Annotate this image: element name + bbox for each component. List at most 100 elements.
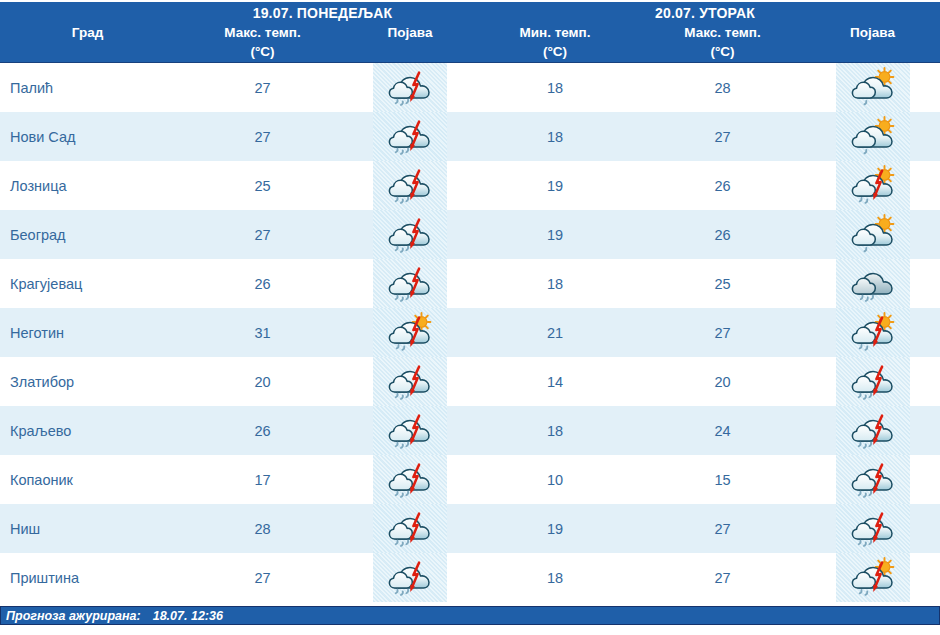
city-column-spacer: [0, 4, 175, 23]
day2-max-temp: 26: [640, 227, 805, 243]
day1-max-temp: 28: [175, 521, 350, 537]
storm-rain-icon: [850, 360, 896, 403]
storm-rain-icon: [387, 458, 433, 501]
column-header-day1-max: Макс. темп. (°C): [175, 23, 350, 61]
table-row: Палић271828: [0, 63, 940, 112]
sun-cloud-drizzle-icon: [850, 66, 896, 109]
day1-weather-cell: [350, 210, 470, 259]
update-time: 18.07. 12:36: [153, 609, 223, 623]
storm-rain-icon: [387, 360, 433, 403]
city-name: Златибор: [0, 374, 175, 390]
weather-icon-box: [836, 357, 910, 406]
city-name: Крагујевац: [0, 276, 175, 292]
raindrops-part: [396, 100, 408, 105]
day2-min-temp: 21: [470, 325, 640, 341]
day1-weather-cell: [350, 161, 470, 210]
day2-max-temp: 28: [640, 80, 805, 96]
weather-forecast-table: 19.07. ПОНЕДЕЉАК 20.07. УТОРАК Град Макс…: [0, 2, 940, 635]
storm-rain-icon: [387, 262, 433, 305]
city-name: Нови Сад: [0, 129, 175, 145]
column-header-day1-appearance: Појава: [350, 23, 470, 61]
raindrops-part: [859, 590, 867, 595]
storm-rain-icon: [387, 556, 433, 599]
sun-storm-rain-icon: [387, 311, 433, 354]
day2-max-temp: 15: [640, 472, 805, 488]
city-name: Београд: [0, 227, 175, 243]
day1-weather-cell: [350, 553, 470, 602]
storm-rain-icon: [387, 213, 433, 256]
day2-min-temp: 18: [470, 570, 640, 586]
day2-min-temp: 14: [470, 374, 640, 390]
weather-icon-box: [836, 63, 910, 112]
raindrops-part: [396, 492, 408, 497]
table-header: 19.07. ПОНЕДЕЉАК 20.07. УТОРАК Град Макс…: [0, 2, 940, 63]
raindrops-part: [396, 541, 408, 546]
day1-max-temp: 25: [175, 178, 350, 194]
day1-max-temp: 27: [175, 80, 350, 96]
day2-min-temp: 10: [470, 472, 640, 488]
table-row: Ниш28 1927: [0, 504, 940, 553]
day2-weather-cell: [805, 161, 940, 210]
raindrops-part: [864, 150, 866, 153]
storm-rain-icon: [387, 507, 433, 550]
raindrops-part: [396, 296, 408, 301]
day1-weather-cell: [350, 406, 470, 455]
raindrops-part: [864, 101, 866, 104]
day1-weather-cell: [350, 259, 470, 308]
sun-storm-rain-icon: [850, 311, 896, 354]
city-name: Палић: [0, 80, 175, 96]
day2-max-temp: 27: [640, 129, 805, 145]
weather-icon-box: [373, 308, 447, 357]
day2-max-temp: 27: [640, 325, 805, 341]
day1-weather-cell: [350, 504, 470, 553]
table-row: Неготин312127: [0, 308, 940, 357]
table-row: Нови Сад271827: [0, 112, 940, 161]
column-header-day2-max: Макс. темп. (°C): [640, 23, 805, 61]
day2-weather-cell: [805, 504, 940, 553]
raindrops-part: [858, 541, 870, 546]
table-row: Лозница251926: [0, 161, 940, 210]
cloud-rain-icon: [850, 262, 896, 305]
weather-icon-box: [836, 406, 910, 455]
weather-icon-box: [836, 112, 910, 161]
raindrops-part: [396, 149, 408, 154]
day2-weather-cell: [805, 63, 940, 112]
day2-weather-cell: [805, 112, 940, 161]
city-name: Неготин: [0, 325, 175, 341]
storm-rain-icon: [387, 164, 433, 207]
day1-weather-cell: [350, 308, 470, 357]
city-name: Приштина: [0, 570, 175, 586]
day2-min-temp: 18: [470, 129, 640, 145]
city-name: Ниш: [0, 521, 175, 537]
sun-storm-rain-icon: [850, 556, 896, 599]
table-row: Београд271926: [0, 210, 940, 259]
day1-max-temp: 26: [175, 423, 350, 439]
day1-max-temp: 26: [175, 276, 350, 292]
day2-weather-cell: [805, 455, 940, 504]
day2-weather-cell: [805, 210, 940, 259]
day2-min-temp: 19: [470, 521, 640, 537]
table-row: Краљево261824: [0, 406, 940, 455]
raindrops-part: [396, 443, 408, 448]
day2-weather-cell: [805, 357, 940, 406]
column-header-day2-appearance: Појава: [805, 23, 940, 61]
weather-icon-box: [373, 406, 447, 455]
raindrops-part: [859, 345, 867, 350]
day2-max-temp: 26: [640, 178, 805, 194]
storm-rain-icon: [387, 409, 433, 452]
weather-icon-box: [373, 210, 447, 259]
day2-max-temp: 27: [640, 521, 805, 537]
raindrops-part: [396, 198, 408, 203]
day2-min-temp: 18: [470, 423, 640, 439]
column-header-day2-min: Мин. темп. (°C): [470, 23, 640, 61]
table-row: Златибор201420: [0, 357, 940, 406]
day2-min-temp: 18: [470, 276, 640, 292]
weather-icon-box: [836, 455, 910, 504]
day1-title: 19.07. ПОНЕДЕЉАК: [175, 4, 470, 23]
day-titles-row: 19.07. ПОНЕДЕЉАК 20.07. УТОРАК: [0, 4, 940, 23]
day1-weather-cell: [350, 357, 470, 406]
weather-icon-box: [373, 455, 447, 504]
day1-max-temp: 27: [175, 129, 350, 145]
raindrops-part: [396, 394, 408, 399]
column-headers-row: Град Макс. темп. (°C) Појава Мин. темп. …: [0, 23, 940, 61]
